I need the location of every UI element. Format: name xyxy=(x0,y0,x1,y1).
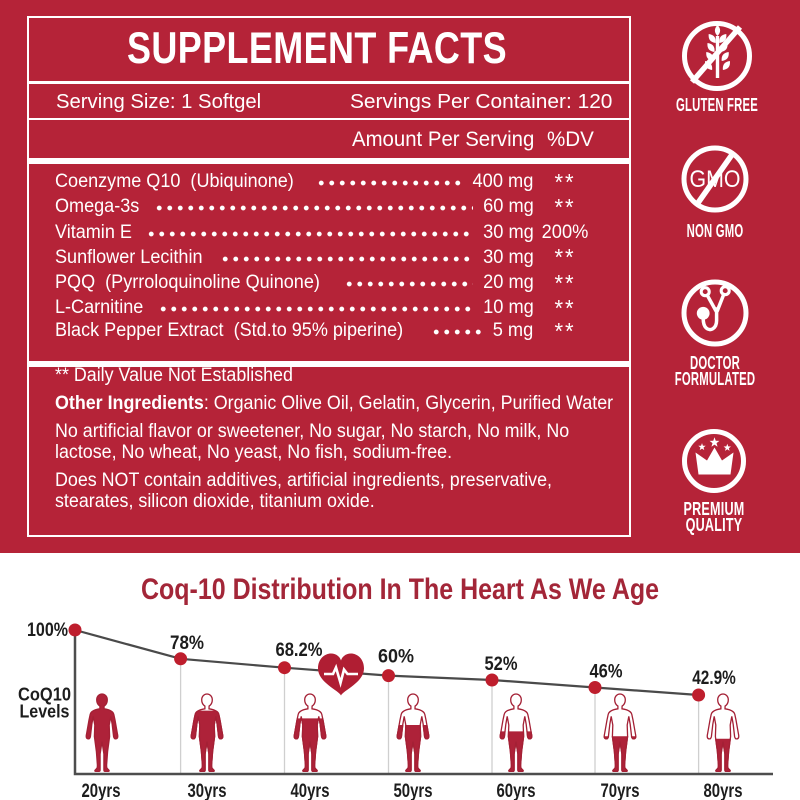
svg-text:30yrs: 30yrs xyxy=(188,781,227,800)
svg-text:68.2%: 68.2% xyxy=(276,640,323,661)
svg-text:70yrs: 70yrs xyxy=(601,781,640,800)
svg-text:46%: 46% xyxy=(590,662,623,683)
svg-text:42.9%: 42.9% xyxy=(692,668,736,689)
svg-text:52%: 52% xyxy=(485,654,518,675)
svg-text:Coq-10 Distribution In The Hea: Coq-10 Distribution In The Heart As We A… xyxy=(141,573,659,606)
svg-text:CoQ10: CoQ10 xyxy=(18,684,71,704)
svg-text:50yrs: 50yrs xyxy=(394,781,433,800)
svg-text:Levels: Levels xyxy=(20,702,70,722)
svg-text:100%: 100% xyxy=(27,620,68,641)
svg-text:20yrs: 20yrs xyxy=(82,781,121,800)
svg-text:60%: 60% xyxy=(378,647,414,668)
svg-text:78%: 78% xyxy=(170,633,204,654)
svg-text:60yrs: 60yrs xyxy=(497,781,536,800)
svg-text:40yrs: 40yrs xyxy=(291,781,330,800)
svg-text:80yrs: 80yrs xyxy=(704,781,743,800)
